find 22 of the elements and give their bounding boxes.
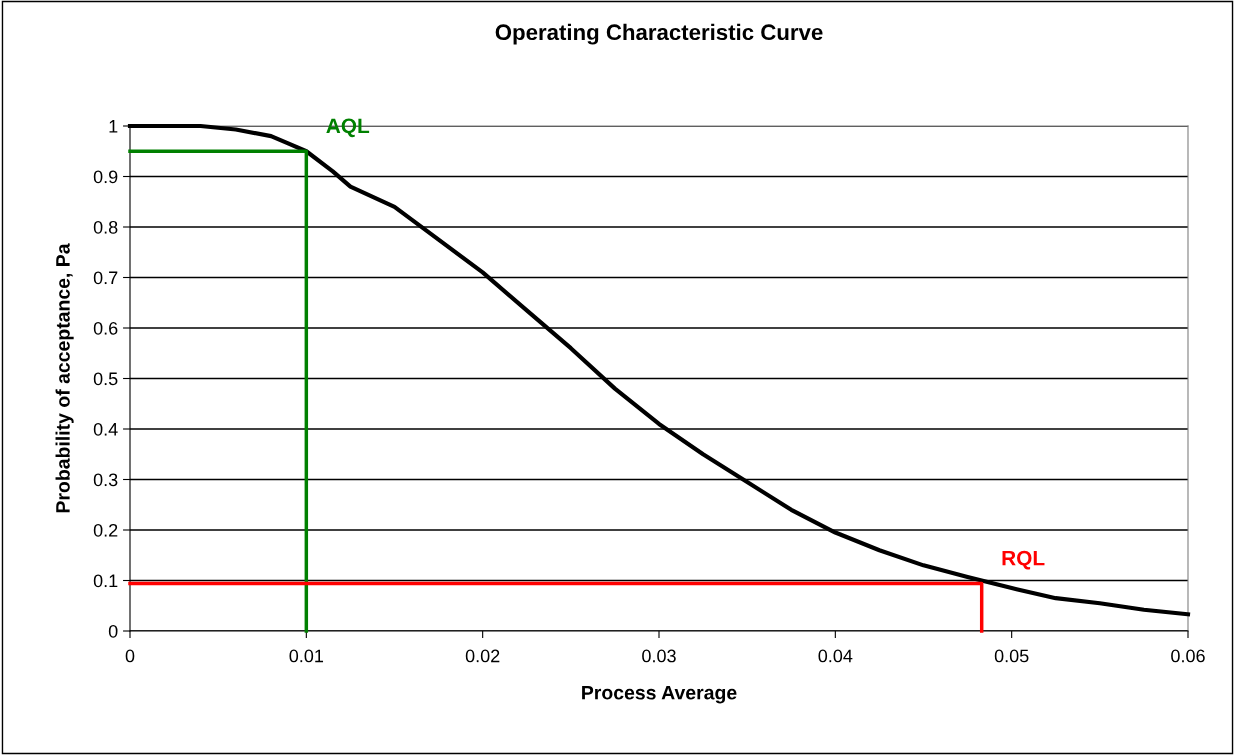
x-tick-label: 0.04	[818, 649, 853, 663]
y-tick-label: 0.8	[93, 220, 118, 234]
y-tick-label: 0.9	[93, 170, 118, 184]
y-tick-label: 0.6	[93, 321, 118, 335]
y-tick-label: 0.2	[93, 523, 118, 537]
y-tick-label: 0.1	[93, 574, 118, 588]
x-axis-title: Process Average	[582, 685, 737, 704]
x-tick-label: 0.02	[465, 649, 500, 663]
y-tick-label: 0	[108, 624, 118, 638]
chart-title: Operating Characteristic Curve	[495, 23, 823, 45]
series-label: RQL	[1002, 550, 1045, 570]
x-tick-label: 0	[125, 649, 135, 663]
x-tick-label: 0.06	[1171, 649, 1205, 663]
y-tick-label: 0.5	[93, 372, 118, 386]
y-axis-title: Probability of acceptance, Pa	[55, 243, 74, 513]
y-tick-label: 0.3	[93, 473, 118, 487]
x-tick-label: 0.01	[289, 649, 324, 663]
y-tick-label: 0.7	[93, 271, 118, 285]
x-tick-label: 0.03	[642, 649, 676, 663]
y-tick-label: 1	[109, 120, 118, 133]
x-tick-label: 0.05	[994, 649, 1029, 663]
y-tick-label: 0.4	[93, 422, 118, 436]
